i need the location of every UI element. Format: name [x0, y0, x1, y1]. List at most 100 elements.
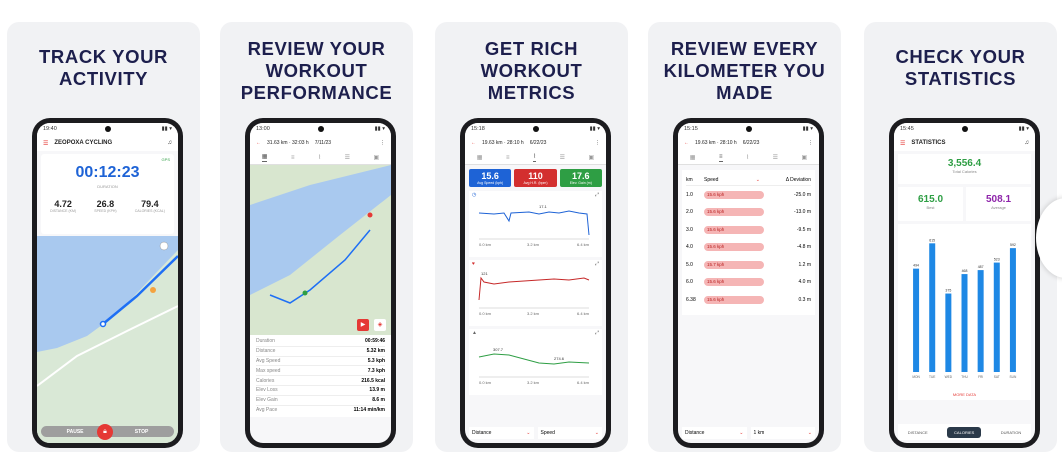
pause-button[interactable]: PAUSE [66, 428, 84, 435]
x-axis-dropdown[interactable]: Distance ⌄ [469, 427, 534, 439]
mountain-icon: ▲ [472, 330, 477, 336]
map-graphic [250, 165, 391, 335]
x-axis-dropdown[interactable]: Distance ⌄ [682, 427, 747, 439]
expand-icon[interactable]: ⤢ [594, 261, 599, 267]
more-data-link[interactable]: MORE DATA [952, 392, 977, 397]
screen-review: 13:00 ▮▮ ▾ ← 31.63 km · 32:03 h 7/11/23 ⋮… [250, 123, 391, 443]
metric-tiles: 15.6 Avg Speed (kph) 110 Avg H.R. (bpm) 17… [465, 165, 606, 191]
app-bar: ← 31.63 km · 32:03 h 7/11/23 ⋮ [250, 135, 391, 151]
tab-list[interactable]: ☰ [772, 155, 778, 161]
card-review-performance: REVIEW YOUR WORKOUT PERFORMANCE 13:00 ▮▮ … [220, 22, 413, 452]
list-item: Elev Loss 13.9 m [256, 386, 385, 396]
table-header: km Speed ⌄ Δ Deviation [686, 174, 811, 186]
tab-list[interactable]: ☰ [559, 155, 565, 161]
table-row: 2.0 15.6 kph -13.0 m [686, 208, 811, 217]
bar-sat [993, 262, 1000, 372]
app-bar: ← 19.63 km · 28:10 h 6/22/23 ⋮ [678, 135, 819, 151]
back-arrow-icon[interactable]: ← [256, 140, 261, 146]
split-length-dropdown[interactable]: 1 km ⌄ [750, 427, 815, 439]
best-average-row: 615.0 Best 508.1 Average [898, 187, 1031, 221]
bar-value-label: 592 [1010, 243, 1016, 247]
list-item: Avg Speed 5.3 kph [256, 357, 385, 367]
tab-laps[interactable]: ≡ [506, 154, 510, 161]
metric-tile-elevation[interactable]: 17.6 Elev. Gain (m) [559, 169, 602, 187]
stat-distance: 4.72 DISTANCE (KM) [50, 199, 77, 213]
card-track-activity: TRACK YOUR ACTIVITY 19:40 ▮▮ ▾ ☰ ZEOPOXA … [7, 22, 200, 452]
camera-icon [317, 126, 324, 132]
back-arrow-icon[interactable]: ← [471, 140, 476, 146]
stats-panel: GPS 00:12:23 DURATION 4.72 DISTANCE (KM) … [41, 154, 174, 234]
bar-thu [961, 274, 968, 372]
metric-dropdown[interactable]: Speed ⌄ [537, 427, 602, 439]
heart-icon: ♥ [472, 261, 475, 267]
svg-text:307.7: 307.7 [493, 347, 504, 352]
layers-icon[interactable]: ◈ [374, 319, 386, 331]
metric-dropdown[interactable]: Speed ⌄ [704, 176, 760, 183]
tab-map[interactable]: ▦ [476, 155, 483, 161]
table-row: 1.0 15.6 kph -25.0 m [686, 190, 811, 199]
app-title: ZEOPOXA CYCLING [54, 140, 113, 146]
chart-peak: 17.1 [539, 204, 548, 209]
stop-button[interactable]: STOP [134, 428, 149, 435]
share-icon[interactable]: ⋮ [380, 140, 385, 146]
metric-tabs: DISTANCE CALORIES DURATION [898, 424, 1031, 440]
tab-list[interactable]: ☰ [344, 155, 350, 161]
app-bar: ☰ ZEOPOXA CYCLING ♫ [37, 135, 178, 151]
tab-duration[interactable]: DURATION [1000, 429, 1022, 435]
table-row: 6.0 15.6 kph 4.0 m [686, 278, 811, 287]
page-title: STATISTICS [911, 140, 946, 146]
tab-calories[interactable]: CALORIES [947, 426, 982, 438]
category-label: FRI [978, 375, 983, 379]
tab-chart[interactable]: ⌇ [746, 155, 750, 161]
chart-peak: 121 [481, 271, 488, 276]
speed-icon: ◷ [472, 192, 477, 198]
expand-icon[interactable]: ⤢ [594, 330, 599, 336]
share-icon[interactable]: ⋮ [808, 140, 813, 146]
camera-icon [745, 126, 752, 132]
phone-frame: 19:40 ▮▮ ▾ ☰ ZEOPOXA CYCLING ♫ GPS 00:12:… [32, 118, 183, 448]
bar-value-label: 523 [994, 258, 1000, 262]
screen-splits: 15:15 ▮▮ ▾ ← 19.63 km · 28:10 h 6/22/23 ⋮… [678, 123, 819, 443]
tab-chart[interactable]: ⌇ [533, 154, 537, 162]
metric-tile-speed[interactable]: 15.6 Avg Speed (kph) [469, 169, 512, 187]
music-icon[interactable]: ♫ [1024, 140, 1030, 146]
bar-sun [1009, 248, 1016, 372]
svg-text:0.0 km: 0.0 km [479, 380, 492, 385]
app-bar: ← 19.63 km · 28:10 h 6/22/23 ⋮ [465, 135, 606, 151]
list-item: Max speed 7.3 kph [256, 366, 385, 377]
tab-chart[interactable]: ⌇ [318, 155, 322, 161]
tab-map[interactable]: ▦ [689, 155, 696, 161]
lock-icon[interactable]: 🔒︎ [97, 424, 113, 440]
music-icon[interactable]: ♫ [167, 140, 173, 146]
elevation-chart: ▲ ⤢ 307.7 274.6 0.0 km 3.2 km 6.4 km [469, 329, 602, 395]
map-graphic [37, 236, 178, 443]
tab-stats[interactable]: ▣ [588, 155, 595, 161]
screen-track: 19:40 ▮▮ ▾ ☰ ZEOPOXA CYCLING ♫ GPS 00:12:… [37, 123, 178, 443]
menu-icon[interactable]: ☰ [900, 140, 906, 147]
chevron-down-icon: ⌄ [526, 430, 531, 436]
tab-stats[interactable]: ▣ [373, 155, 380, 161]
tab-bar: ▦ ≡ ⌇ ☰ ▣ [465, 151, 606, 165]
tab-map[interactable]: ▦ [261, 154, 268, 162]
total-calories-card: 3,556.4 Total Calories [898, 154, 1031, 184]
route-map[interactable]: ▶ ◈ [250, 165, 391, 335]
svg-text:6.4 km: 6.4 km [577, 311, 590, 316]
bar-value-label: 494 [913, 264, 919, 268]
svg-text:0.0 km: 0.0 km [479, 242, 492, 247]
chevron-down-icon: ⌄ [739, 430, 744, 436]
route-map[interactable]: PAUSE STOP 🔒︎ [37, 236, 178, 443]
summary-list: Duration 00:59:46 Distance 5.32 km Avg Spe… [250, 335, 391, 418]
tab-stats[interactable]: ▣ [801, 155, 808, 161]
tab-laps[interactable]: ≡ [719, 153, 723, 162]
menu-icon[interactable]: ☰ [43, 140, 49, 147]
tab-laps[interactable]: ≡ [291, 154, 295, 161]
play-icon[interactable]: ▶ [357, 319, 369, 331]
tab-distance[interactable]: DISTANCE [907, 429, 928, 435]
metric-tile-hr[interactable]: 110 Avg H.R. (bpm) [514, 169, 557, 187]
camera-icon [532, 126, 539, 132]
card-workout-metrics: GET RICH WORKOUT METRICS 15:18 ▮▮ ▾ ← 19.… [435, 22, 628, 452]
back-arrow-icon[interactable]: ← [684, 140, 689, 146]
share-icon[interactable]: ⋮ [595, 140, 600, 146]
expand-icon[interactable]: ⤢ [594, 192, 599, 198]
